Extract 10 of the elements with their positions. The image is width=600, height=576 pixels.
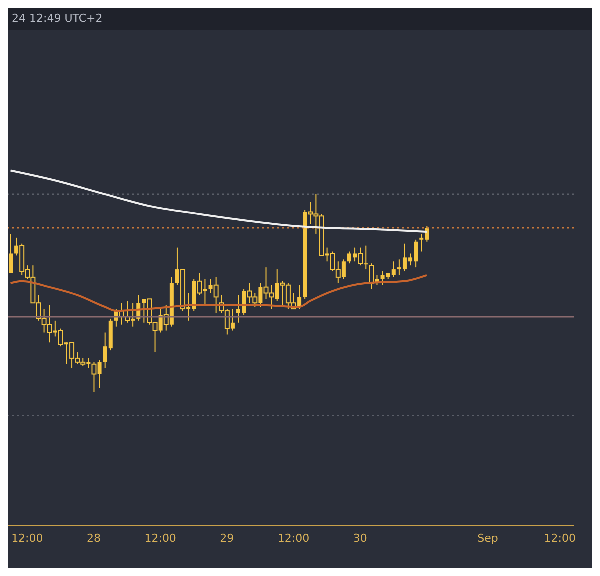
x-tick-label: 28 [87,532,102,545]
x-tick-label: 12:00 [278,532,310,545]
text: 24 12:49 UTC+2 [12,12,103,25]
candlestick [9,233,13,274]
x-tick-label: 12:00 [144,532,176,545]
x-tick-label: Sep [478,532,498,545]
x-tick-label: 12:00 [12,532,44,545]
x-tick-label: 30 [353,532,368,545]
x-tick-label: 29 [220,532,234,545]
x-tick-label: 12:00 [544,532,576,545]
